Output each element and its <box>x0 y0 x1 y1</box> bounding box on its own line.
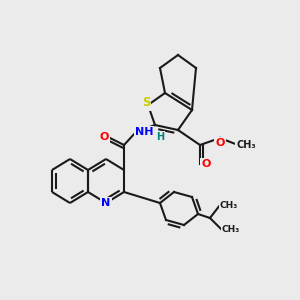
Text: O: O <box>99 132 109 142</box>
Text: CH₃: CH₃ <box>236 140 256 150</box>
Text: H: H <box>156 132 164 142</box>
Text: O: O <box>215 138 225 148</box>
Text: NH: NH <box>135 127 153 137</box>
Text: N: N <box>101 198 111 208</box>
Text: S: S <box>142 97 150 110</box>
Text: CH₃: CH₃ <box>222 226 240 235</box>
Text: CH₃: CH₃ <box>220 200 238 209</box>
Text: O: O <box>201 159 211 169</box>
